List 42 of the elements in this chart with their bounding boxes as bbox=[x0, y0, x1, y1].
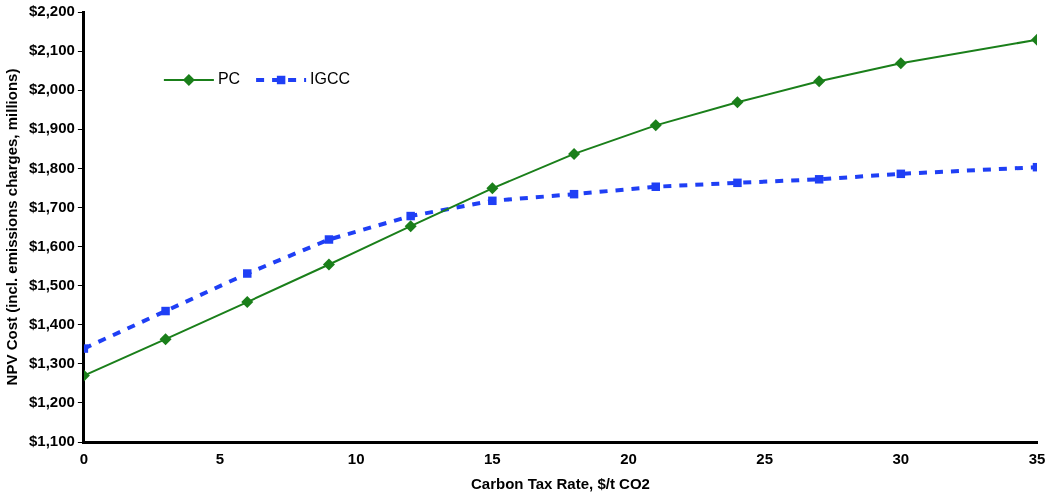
point bbox=[159, 333, 172, 346]
point bbox=[161, 306, 170, 316]
x-tick-label: 10 bbox=[347, 450, 365, 468]
point bbox=[324, 235, 334, 244]
y-tick-label: $1,900 bbox=[28, 119, 75, 137]
point bbox=[243, 269, 252, 278]
point bbox=[731, 96, 744, 109]
y-tick-label: $1,700 bbox=[28, 197, 75, 215]
point bbox=[404, 220, 417, 233]
x-tick-label: 25 bbox=[756, 450, 774, 468]
x-tick-label: 15 bbox=[484, 450, 501, 468]
point bbox=[241, 296, 254, 309]
legend-label: IGCC bbox=[310, 70, 351, 88]
y-tick-label: $1,500 bbox=[28, 275, 75, 293]
point bbox=[733, 178, 742, 188]
x-tick-label: 30 bbox=[892, 450, 910, 468]
x-tick-label: 5 bbox=[215, 450, 225, 468]
y-tick-label: $1,600 bbox=[28, 236, 75, 254]
point bbox=[651, 182, 660, 191]
point bbox=[568, 147, 581, 160]
point bbox=[813, 75, 826, 88]
point bbox=[894, 57, 907, 70]
y-tick-label: $2,100 bbox=[28, 41, 75, 59]
y-axis-title: NPV Cost (incl. emissions charges, millions) bbox=[3, 68, 21, 386]
y-tick-label: $2,200 bbox=[28, 2, 75, 20]
point bbox=[814, 175, 824, 184]
y-tick-label: $2,000 bbox=[28, 80, 75, 98]
point bbox=[322, 258, 335, 271]
point bbox=[488, 196, 497, 206]
x-tick-label: 35 bbox=[1028, 450, 1046, 468]
y-tick-label: $1,800 bbox=[28, 158, 75, 176]
y-tick-label: $1,400 bbox=[28, 314, 75, 332]
y-tick-label: $1,300 bbox=[28, 353, 75, 371]
y-tick-label: $1,100 bbox=[28, 432, 75, 450]
x-axis-title: Carbon Tax Rate, $/t CO2 bbox=[470, 475, 650, 493]
x-tick-label: 20 bbox=[620, 450, 637, 468]
point bbox=[649, 119, 662, 132]
y-tick-label: $1,200 bbox=[28, 393, 75, 411]
x-tick-label: 0 bbox=[79, 450, 89, 468]
point bbox=[406, 211, 415, 221]
legend-label: PC bbox=[217, 70, 241, 88]
point bbox=[486, 182, 499, 195]
